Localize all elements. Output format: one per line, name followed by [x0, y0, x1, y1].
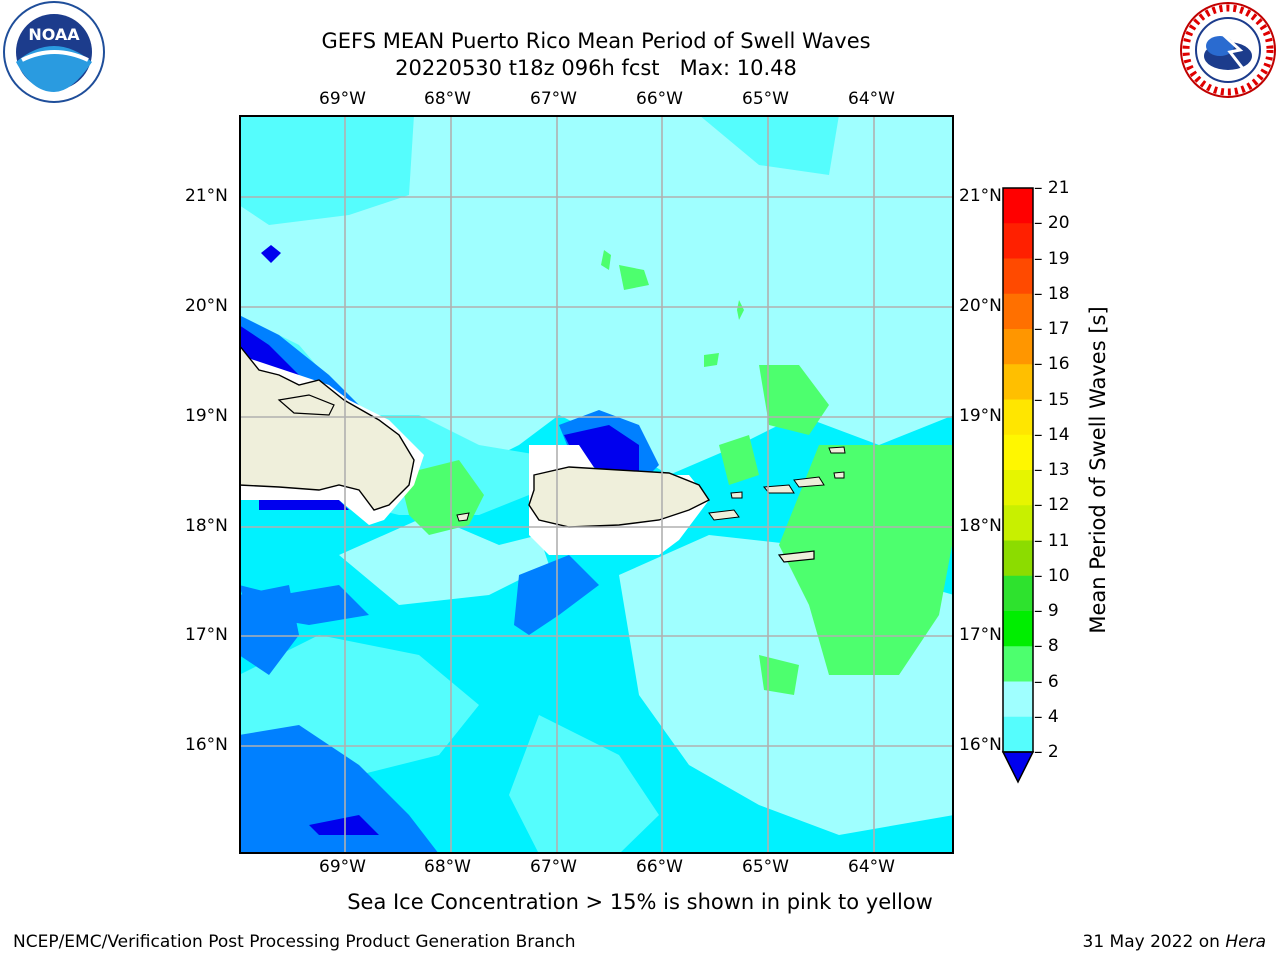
lat-tick-right: 21°N — [959, 186, 1002, 206]
region-8-9s-west — [339, 515, 549, 605]
colorbar-extend-arrow — [1001, 751, 1035, 784]
colorbar-tick-label: – 21 — [1034, 178, 1070, 198]
colorbar-segment — [1003, 575, 1033, 612]
lat-tick-left: 17°N — [185, 625, 228, 645]
footer-date: 31 May 2022 on — [1082, 932, 1226, 952]
lat-tick-right: 18°N — [959, 516, 1002, 536]
colorbar-tick-label: – 6 — [1034, 671, 1059, 692]
colorbar-ticks: – 21 – 20 – 19 – 18 – 17 – 16 – 15 – 14 – 13 – 12… — [1034, 0, 1080, 960]
colorbar-segment — [1003, 716, 1033, 753]
swell-period-map — [239, 115, 954, 854]
colorbar-segment — [1003, 258, 1033, 295]
footer-host: Hera — [1225, 932, 1266, 952]
lon-tick-top: 69°W — [319, 89, 366, 109]
colorbar-tick-label: – 4 — [1034, 706, 1059, 727]
lon-tick-top: 64°W — [848, 89, 895, 109]
footer-right: 31 May 2022 on Hera — [1083, 932, 1267, 952]
lat-tick-left: 16°N — [185, 735, 228, 755]
lat-tick-right: 17°N — [959, 625, 1002, 645]
colorbar-tick-label: – 17 — [1034, 319, 1070, 339]
lon-tick-bottom: 65°W — [742, 857, 789, 877]
colorbar-segment — [1003, 505, 1033, 541]
lon-tick-top: 67°W — [530, 89, 577, 109]
lat-tick-right: 16°N — [959, 735, 1002, 755]
colorbar-tick-label: – 2 — [1034, 742, 1059, 762]
lat-tick-left: 18°N — [185, 516, 228, 536]
colorbar-segment — [1003, 470, 1033, 506]
colorbar-tick-label: – 11 — [1034, 530, 1070, 551]
noaa-logo: NOAA — [3, 1, 105, 103]
colorbar — [1001, 187, 1035, 784]
land-hispaniola — [239, 343, 415, 511]
colorbar-segment — [1003, 329, 1033, 365]
colorbar-tick-label: – 16 — [1034, 354, 1070, 375]
svg-text:NOAA: NOAA — [28, 25, 80, 44]
colorbar-segment — [1003, 540, 1033, 577]
colorbar-tick-label: – 13 — [1034, 460, 1070, 480]
lon-tick-bottom: 64°W — [848, 857, 895, 877]
footer-left: NCEP/EMC/Verification Post Processing Pr… — [13, 932, 576, 952]
colorbar-tick-label: – 12 — [1034, 495, 1070, 516]
lat-tick-right: 20°N — [959, 296, 1002, 316]
land-puerto-rico — [528, 466, 711, 528]
lon-tick-top: 68°W — [424, 89, 471, 109]
lon-tick-bottom: 69°W — [319, 857, 366, 877]
lon-tick-top: 66°W — [636, 89, 683, 109]
lon-tick-bottom: 68°W — [424, 857, 471, 877]
colorbar-segment — [1003, 293, 1033, 330]
map-gridlines — [239, 115, 954, 854]
lon-tick-bottom: 67°W — [530, 857, 577, 877]
colorbar-tick-label: – 10 — [1034, 565, 1070, 586]
colorbar-tick-label: – 8 — [1034, 636, 1059, 657]
colorbar-tick-label: – 19 — [1034, 248, 1070, 269]
colorbar-tick-label: – 18 — [1034, 283, 1070, 304]
map-title-line2: 20220530 t18z 096h fcst Max: 10.48 — [395, 56, 797, 80]
colorbar-segment — [1003, 364, 1033, 400]
colorbar-tick-label: – 15 — [1034, 389, 1070, 410]
lat-tick-left: 20°N — [185, 296, 228, 316]
colorbar-segment — [1003, 611, 1033, 647]
lon-tick-top: 65°W — [742, 89, 789, 109]
lon-tick-bottom: 66°W — [636, 857, 683, 877]
lat-tick-left: 21°N — [185, 186, 228, 206]
sea-ice-caption: Sea Ice Concentration > 15% is shown in … — [347, 890, 933, 914]
nws-logo — [1180, 2, 1276, 98]
colorbar-segment — [1003, 399, 1033, 436]
colorbar-tick-label: – 20 — [1034, 213, 1070, 234]
colorbar-segment — [1003, 681, 1033, 718]
colorbar-frame — [1002, 187, 1034, 753]
colorbar-segment — [1003, 646, 1033, 682]
map-frame — [239, 115, 954, 854]
colorbar-label: Mean Period of Swell Waves [s] — [1086, 306, 1110, 634]
colorbar-segment — [1003, 223, 1033, 259]
lat-tick-right: 19°N — [959, 406, 1002, 426]
colorbar-segment — [1003, 188, 1033, 224]
colorbar-tick-label: – 14 — [1034, 424, 1070, 445]
map-title-line1: GEFS MEAN Puerto Rico Mean Period of Swe… — [321, 29, 871, 53]
colorbar-segment — [1003, 434, 1033, 471]
colorbar-tick-label: – 9 — [1034, 601, 1059, 621]
lat-tick-left: 19°N — [185, 406, 228, 426]
